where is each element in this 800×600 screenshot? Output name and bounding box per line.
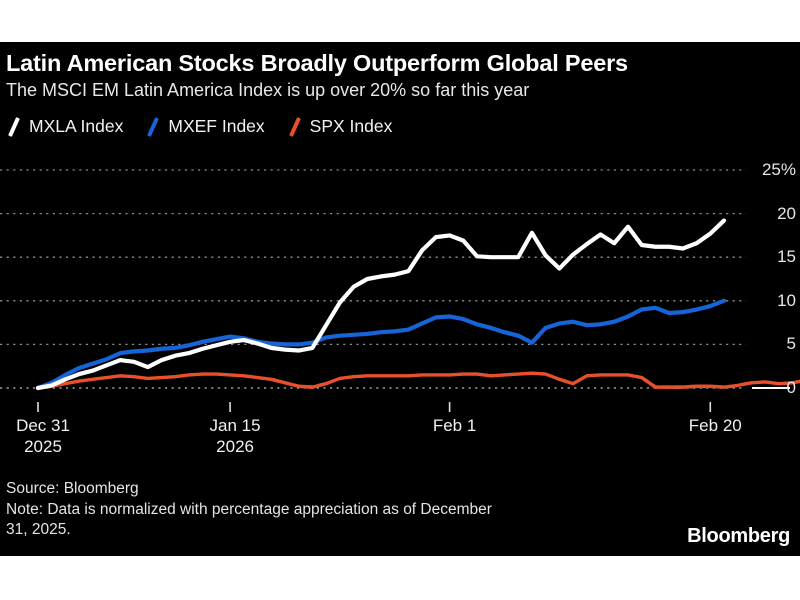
- page-subtitle: The MSCI EM Latin America Index is up ov…: [6, 80, 530, 100]
- note-line: Note: Data is normalized with percentage…: [6, 500, 492, 539]
- series-line-mxla: [35, 218, 727, 391]
- chart-legend: MXLA Index MXEF Index SPX Index: [6, 116, 392, 137]
- page-title: Latin American Stocks Broadly Outperform…: [6, 50, 628, 76]
- legend-item-label: SPX Index: [309, 116, 393, 136]
- x-axis-tick-label: Jan 15 2026: [209, 416, 261, 456]
- series-line-spx-dashed-segment: [640, 376, 711, 389]
- chart-panel: Latin American Stocks Broadly Outperform…: [0, 42, 800, 556]
- x-axis-tick-label: Dec 31 2025: [16, 416, 70, 456]
- legend-item-spx[interactable]: SPX Index: [287, 116, 393, 137]
- legend-item-mxla[interactable]: MXLA Index: [6, 116, 123, 137]
- y-axis-tick-label: 0: [786, 378, 796, 397]
- legend-item-label: MXEF Index: [168, 116, 265, 136]
- series-line-mxef: [35, 298, 727, 391]
- y-axis-tick-label: 5: [786, 334, 796, 354]
- footnote-text: Source: Bloomberg Note: Data is normalize…: [6, 479, 492, 541]
- series-line-spx-dashed-segment: [270, 377, 327, 389]
- y-axis-tick-label: 25%: [761, 160, 796, 179]
- x-axis-tick-label: Feb 1: [432, 416, 477, 435]
- legend-item-label: MXLA Index: [29, 116, 124, 136]
- x-axis-tick-label: Feb 20: [688, 416, 742, 435]
- y-axis-tick-label: 10: [777, 290, 796, 310]
- plot-area: 25% 20 15 10 5 0 Dec 31 2025 Jan 15 2026 Feb 1 Fe…: [0, 42, 800, 556]
- y-axis-tick-label: 15: [777, 247, 796, 267]
- plot-svg: [0, 169, 800, 412]
- source-line: Source: Bloomberg: [6, 480, 139, 497]
- series-line-spx: [36, 371, 800, 390]
- bloomberg-logo: Bloomberg: [687, 525, 790, 547]
- legend-item-mxef[interactable]: MXEF Index: [145, 116, 264, 137]
- y-axis-tick-label: 20: [777, 203, 796, 223]
